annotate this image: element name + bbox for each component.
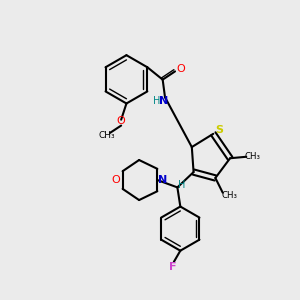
Text: H: H	[178, 180, 185, 190]
Text: O: O	[117, 116, 125, 126]
Text: N: N	[158, 175, 167, 185]
Text: S: S	[215, 125, 223, 135]
Text: F: F	[169, 262, 176, 272]
Text: H: H	[153, 96, 161, 106]
Text: CH₃: CH₃	[245, 152, 261, 161]
Text: N: N	[159, 96, 168, 106]
Text: O: O	[112, 175, 121, 185]
Text: CH₃: CH₃	[98, 131, 115, 140]
Text: CH₃: CH₃	[221, 190, 237, 200]
Text: O: O	[176, 64, 185, 74]
